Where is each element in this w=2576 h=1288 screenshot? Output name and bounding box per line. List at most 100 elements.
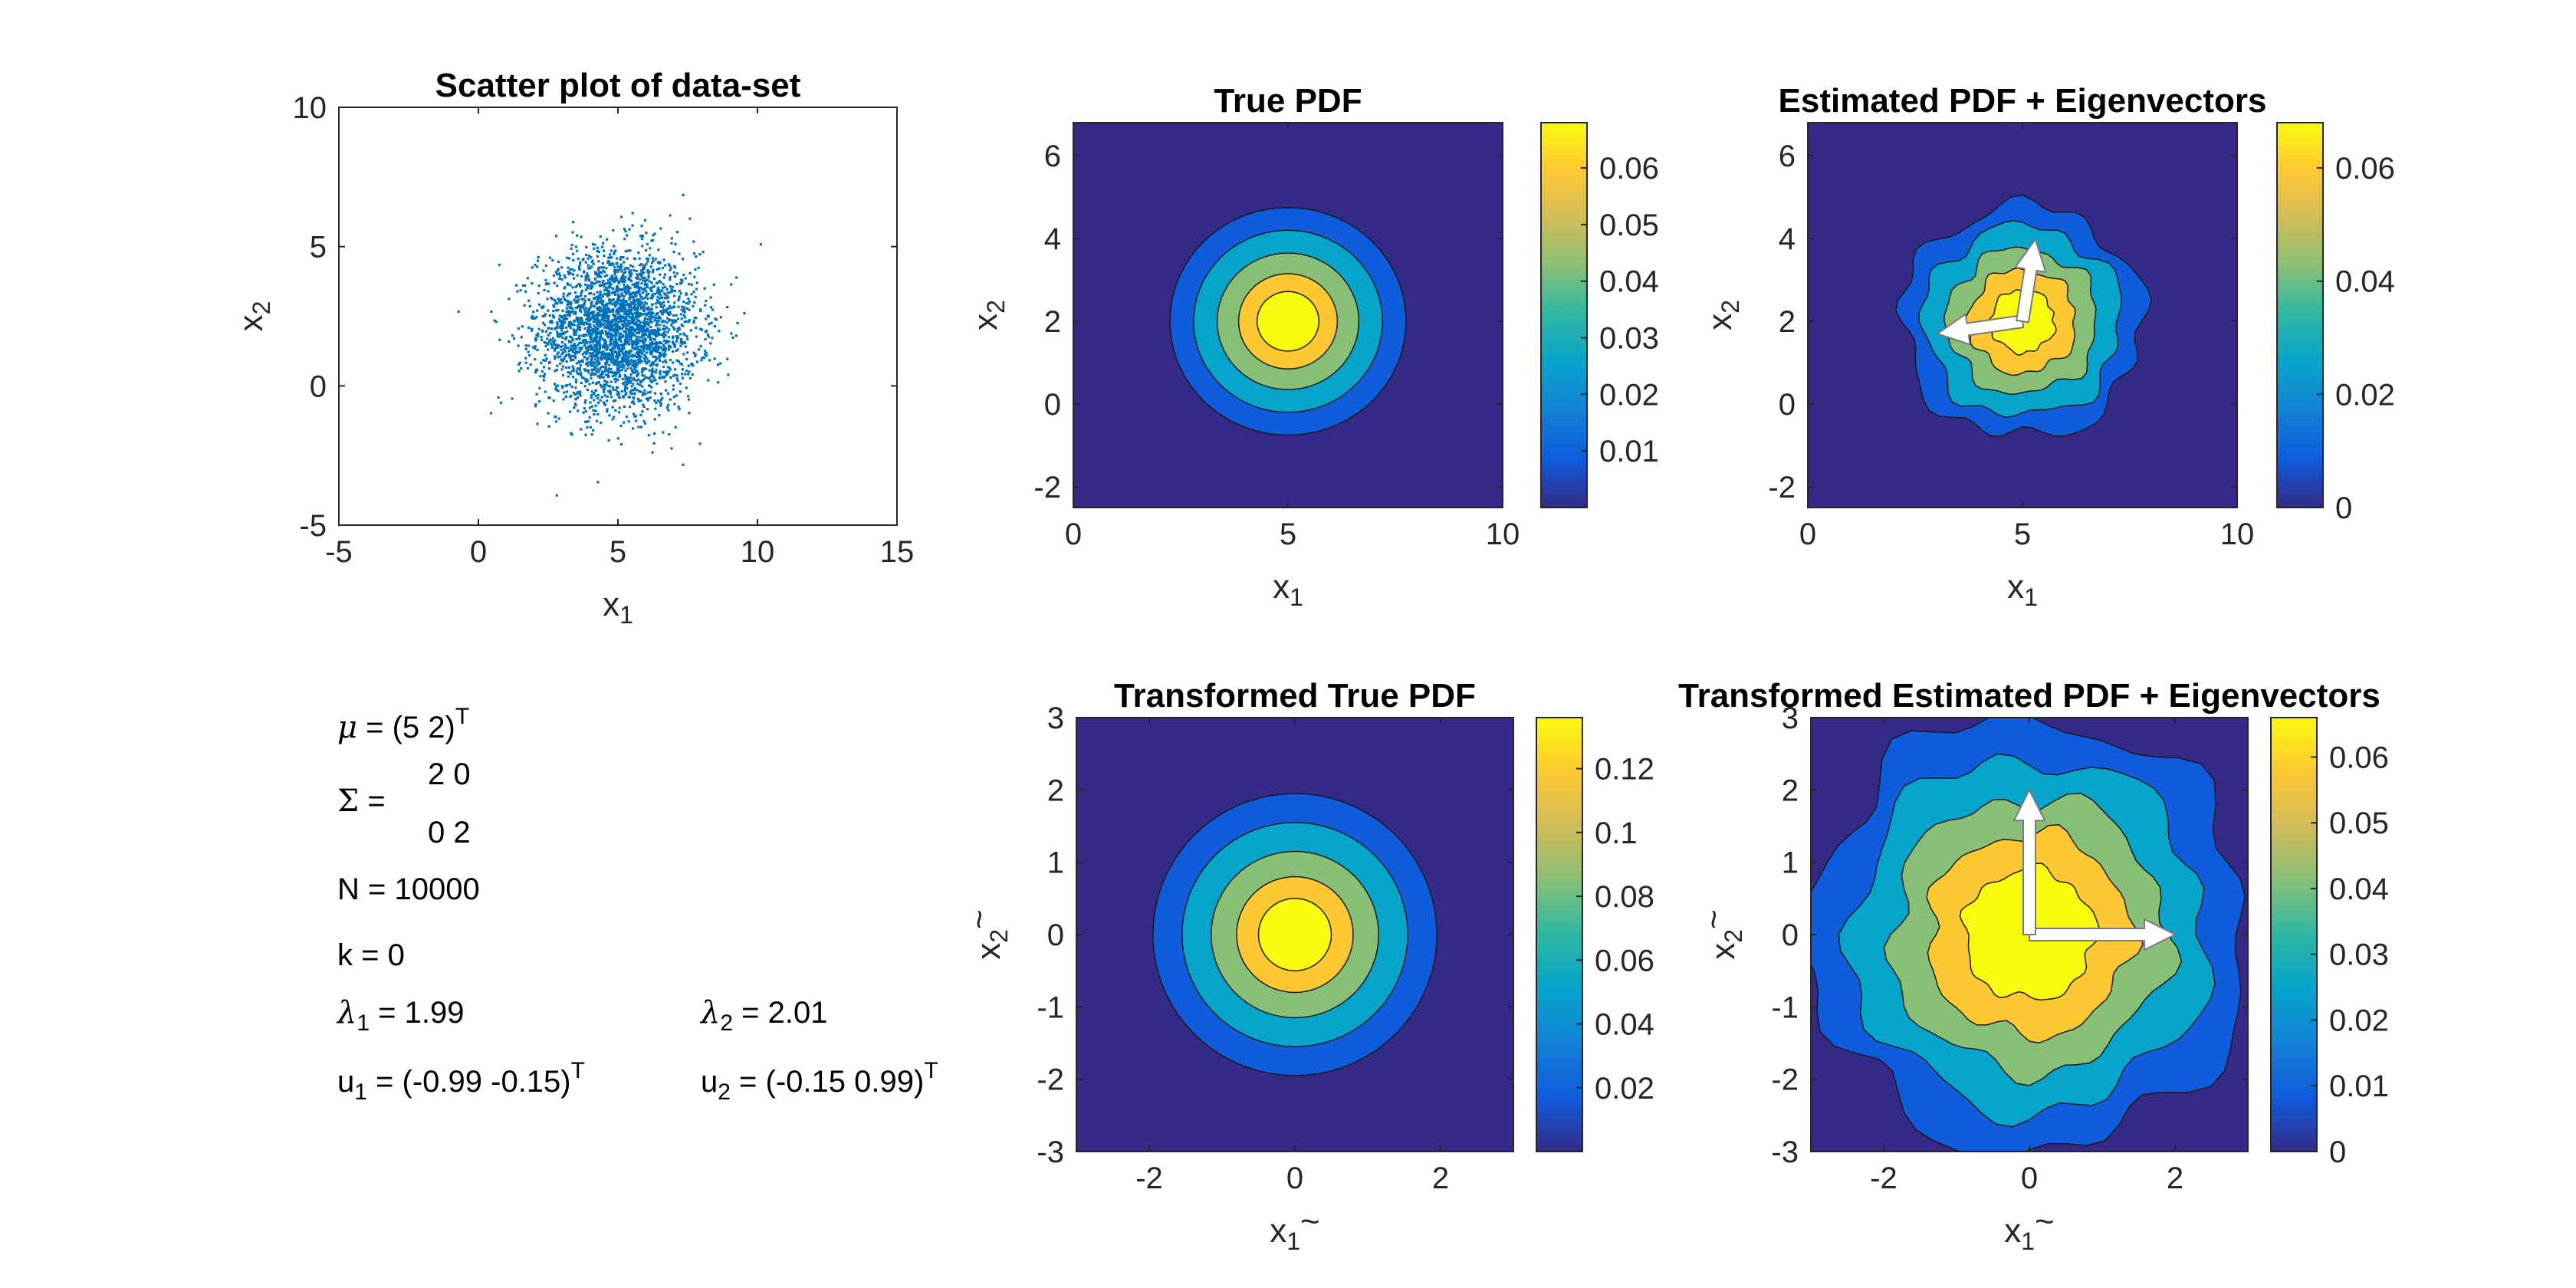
scatter-point (623, 381, 626, 384)
x-tick-label: 0 (1065, 518, 1082, 551)
scatter-point (717, 363, 720, 366)
scatter-point (537, 334, 540, 337)
scatter-point (608, 363, 611, 366)
scatter-point (685, 370, 688, 373)
scatter-point (567, 266, 570, 269)
scatter-point (633, 334, 636, 337)
scatter-point (595, 370, 598, 373)
scatter-point (500, 401, 503, 404)
scatter-point (642, 419, 646, 422)
scatter-point (646, 260, 649, 263)
scatter-point (642, 320, 646, 324)
scatter-point (546, 343, 549, 346)
scatter-point (656, 350, 659, 353)
scatter-point (636, 358, 639, 361)
scatter-point (611, 418, 614, 421)
scatter-point (639, 339, 642, 342)
scatter-point (662, 343, 665, 347)
scatter-point (590, 340, 593, 343)
x-tick-label: 5 (1280, 518, 1296, 551)
scatter-point (636, 363, 639, 366)
scatter-point (644, 317, 647, 320)
scatter-point (658, 414, 661, 417)
scatter-point (650, 351, 653, 354)
scatter-point (676, 348, 679, 351)
scatter-point (622, 307, 625, 310)
scatter-point (684, 345, 687, 348)
scatter-point (669, 310, 672, 314)
scatter-point (650, 281, 653, 284)
scatter-point (632, 319, 636, 322)
scatter-point (563, 297, 566, 301)
scatter-point (574, 310, 577, 314)
scatter-point (654, 258, 657, 261)
scatter-point (589, 347, 592, 350)
scatter-point (683, 334, 686, 337)
scatter-point (623, 421, 626, 424)
scatter-point (534, 339, 537, 342)
scatter-point (524, 284, 527, 288)
scatter-point (649, 325, 652, 329)
scatter-point (610, 338, 613, 341)
scatter-point (575, 345, 578, 348)
y-tick-label: -2 (1037, 1063, 1064, 1097)
scatter-point (637, 312, 640, 316)
scatter-point (663, 320, 667, 323)
scatter-point (699, 344, 702, 348)
scatter-point (564, 366, 568, 369)
scatter-point (640, 371, 643, 374)
scatter-point (574, 397, 577, 400)
scatter-point (652, 259, 655, 262)
scatter-point (617, 281, 620, 284)
scatter-point (627, 267, 630, 270)
scatter-point (597, 381, 600, 384)
scatter-point (535, 315, 538, 319)
scatter-point (595, 296, 598, 299)
scatter-point (713, 357, 716, 360)
scatter-point (567, 371, 570, 374)
scatter-point (654, 371, 657, 374)
scatter-point (660, 342, 663, 345)
scatter-point (610, 335, 613, 338)
scatter-point (659, 352, 662, 355)
scatter-point (530, 316, 533, 319)
colorbar-tick-label: 0.1 (1595, 816, 1638, 850)
scatter-point (598, 306, 601, 309)
scatter-point (623, 261, 626, 264)
scatter-point (547, 309, 550, 312)
scatter-point (561, 309, 564, 312)
scatter-point (616, 270, 619, 273)
colorbar-tick-label: 0.02 (1595, 1072, 1654, 1106)
scatter-point (589, 426, 593, 429)
scatter-point (553, 316, 556, 319)
scatter-point (564, 315, 567, 318)
scatter-point (672, 396, 675, 399)
scatter-point (602, 279, 605, 282)
scatter-point (601, 365, 604, 368)
scatter-point (709, 306, 713, 309)
scatter-point (639, 355, 642, 358)
scatter-point (612, 356, 615, 359)
x-tick-label: 0 (1799, 518, 1816, 551)
scatter-point (565, 310, 568, 314)
scatter-point (678, 289, 681, 293)
scatter-point (679, 292, 682, 295)
scatter-point (624, 323, 627, 326)
scatter-point (686, 351, 689, 354)
scatter-point (632, 367, 636, 370)
scatter-point (596, 280, 600, 283)
scatter-point (605, 288, 609, 291)
scatter-point (628, 316, 631, 319)
scatter-point (593, 314, 596, 317)
scatter-point (567, 310, 570, 313)
scatter-point (679, 278, 683, 281)
scatter-point (542, 379, 545, 382)
scatter-point (638, 257, 641, 260)
scatter-point (649, 331, 652, 335)
scatter-point (593, 327, 596, 330)
scatter-point (683, 310, 686, 314)
scatter-point (626, 367, 629, 370)
scatter-point (649, 342, 652, 345)
scatter-point (591, 340, 594, 343)
scatter-point (705, 317, 708, 320)
